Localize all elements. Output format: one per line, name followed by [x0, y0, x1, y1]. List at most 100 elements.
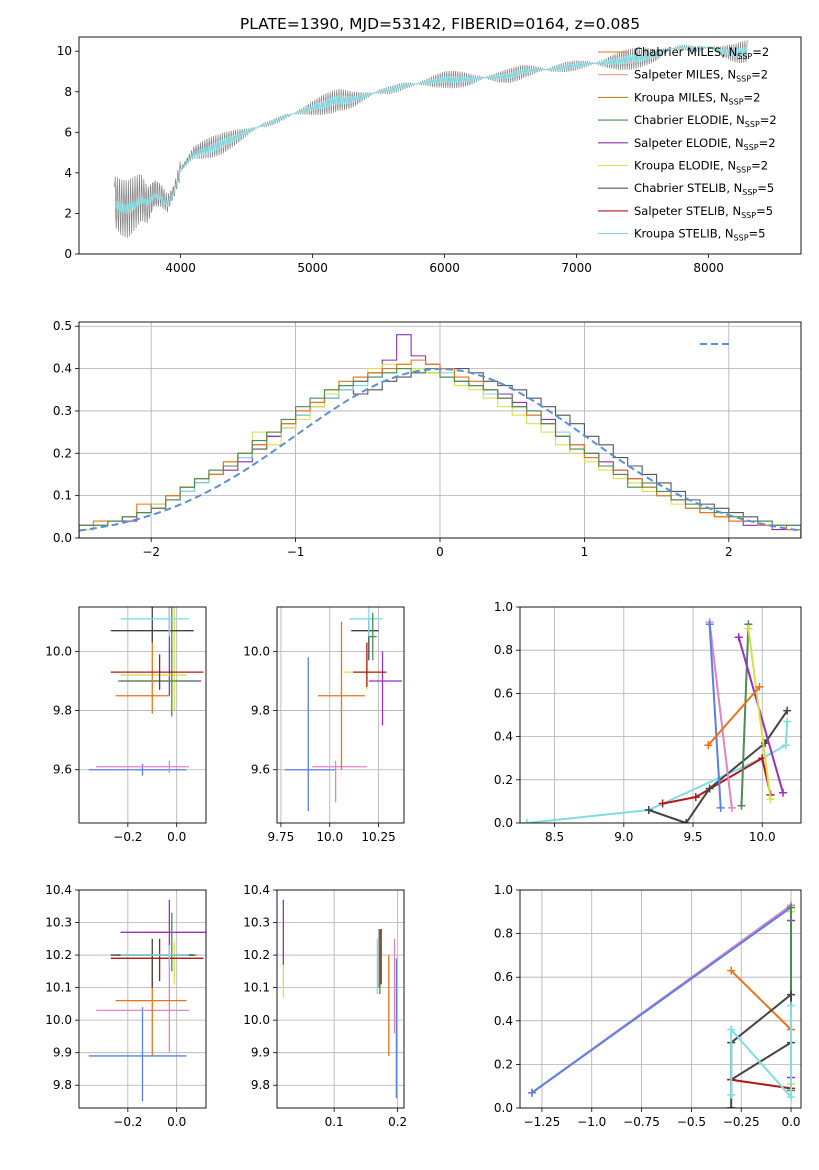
axes-frame [78, 36, 802, 255]
weight-line [737, 636, 784, 794]
panel-mass-vs-EBV: 0.1 0.2 9.8 9.9 10.0 10.1 10.2 10.3 10.4 [243, 883, 407, 1129]
y-tick-label: 9.8 [251, 1078, 270, 1092]
legend-label-sub: SSP [736, 166, 751, 175]
weight-marker [705, 784, 714, 793]
x-tick-label: 0.1 [325, 1115, 344, 1129]
x-tick-label: 9.75 [268, 830, 295, 844]
legend-label-n: =2 [744, 90, 761, 104]
y-tick-label: 0.4 [53, 362, 72, 376]
x-tick-label: 8.5 [545, 830, 564, 844]
weight-line [707, 686, 761, 746]
y-tick-label: 0.6 [494, 686, 513, 700]
figure-title: PLATE=1390, MJD=53142, FIBERID=0164, z=0… [240, 15, 640, 33]
x-tick-label: 0.0 [167, 830, 186, 844]
y-tick-label: 10.0 [243, 1013, 270, 1027]
weight-marker [787, 990, 796, 999]
panel-age-vs-mass: 9.75 10.0 10.25 9.6 9.8 10.0 [243, 606, 405, 844]
weight-marker [744, 624, 753, 633]
legend-label-main: Salpeter MILES, N [634, 68, 736, 82]
legend-label-main: Chabrier MILES, N [634, 45, 737, 59]
y-tick-label: 9.9 [53, 1046, 72, 1060]
y-tick-label: 2 [64, 206, 72, 220]
y-tick-label: 10.3 [45, 916, 72, 930]
legend-label-sub: SSP [737, 52, 752, 61]
x-tick-label: 2 [725, 545, 733, 559]
legend-label-sub: SSP [742, 188, 757, 197]
legend-label-sub: SSP [745, 120, 760, 129]
x-tick-label: 0.0 [167, 1115, 186, 1129]
y-tick-label: 1.0 [494, 883, 513, 897]
weight-marker [527, 1088, 536, 1097]
panel-mass-vs-Z: −0.2 0.0 9.8 9.9 10.0 10.1 10.2 10.3 10.4 [45, 883, 207, 1129]
legend-label-main: Kroupa MILES, N [634, 90, 729, 104]
x-tick-label: 1 [581, 545, 589, 559]
y-tick-label: 10.0 [45, 644, 72, 658]
y-tick-label: 0.8 [494, 643, 513, 657]
legend-label-main: Salpeter STELIB, N [634, 204, 741, 218]
y-tick-label: 0 [64, 247, 72, 261]
x-tick-label: 10.0 [749, 830, 776, 844]
axes-frame [519, 889, 802, 1109]
y-tick-label: 6 [64, 125, 72, 139]
legend-label-sub: SSP [744, 143, 759, 152]
weight-line [730, 992, 792, 1108]
weight-line [708, 621, 733, 809]
plot-area [79, 607, 206, 823]
legend-label-n: =5 [749, 227, 766, 241]
y-tick-label: 10.4 [45, 883, 72, 897]
y-tick-label: 8 [64, 85, 72, 99]
y-tick-label: 10.2 [243, 948, 270, 962]
y-tick-label: 0.6 [494, 970, 513, 984]
legend-label-main: Kroupa ELODIE, N [634, 159, 736, 173]
y-tick-label: 10.2 [45, 948, 72, 962]
panel-age-vs-Z: −0.2 0.0 9.6 9.8 10.0 [45, 606, 207, 844]
y-tick-label: 0.2 [53, 446, 72, 460]
weight-line [531, 906, 792, 1094]
legend-label: Salpeter MILES, NSSP=2 [634, 68, 768, 84]
axes-frame [276, 889, 405, 1109]
legend-label: Chabrier ELODIE, NSSP=2 [634, 113, 777, 129]
plot-area [520, 890, 801, 1108]
legend-label-sub: SSP [734, 234, 749, 243]
legend-label: Salpeter STELIB, NSSP=5 [634, 204, 773, 220]
x-tick-label: 9.0 [614, 830, 633, 844]
plot-area [79, 890, 206, 1108]
y-tick-label: 10.1 [45, 981, 72, 995]
x-tick-label: −0.2 [113, 1115, 142, 1129]
y-tick-label: 10 [57, 44, 72, 58]
weight-marker [704, 741, 713, 750]
weight-marker [755, 682, 764, 691]
legend-label: Salpeter ELODIE, NSSP=2 [634, 136, 776, 152]
x-tick-label: 10.0 [316, 830, 343, 844]
y-tick-label: 10.1 [243, 981, 270, 995]
weight-marker [783, 706, 792, 715]
legend-label: Kroupa MILES, NSSP=2 [634, 90, 760, 106]
x-tick-label: 7000 [561, 261, 592, 275]
legend-label-main: Chabrier ELODIE, N [634, 113, 745, 127]
weight-marker [779, 788, 788, 797]
weight-marker [727, 1104, 736, 1108]
y-tick-label: 0.0 [494, 1101, 513, 1115]
panel-mass-weight-vs-age: 8.5 9.0 9.5 10.0 0.0 0.2 0.4 0.6 0.8 1.0 [494, 600, 802, 844]
weight-marker [787, 1001, 796, 1010]
y-tick-label: 0.8 [494, 927, 513, 941]
y-tick-label: 10.4 [243, 883, 270, 897]
x-tick-label: 10.25 [361, 830, 395, 844]
weight-marker [737, 801, 746, 810]
x-tick-label: 0.0 [781, 1115, 800, 1129]
x-tick-label: −0.25 [723, 1115, 760, 1129]
weight-line [708, 624, 722, 808]
legend-label: Kroupa STELIB, NSSP=5 [634, 227, 765, 243]
legend-label: Kroupa ELODIE, NSSP=2 [634, 159, 768, 175]
plot-area [277, 607, 404, 823]
x-tick-label: 0.2 [388, 1115, 407, 1129]
y-tick-label: 9.9 [251, 1046, 270, 1060]
y-tick-label: 0.0 [53, 531, 72, 545]
axes-frame [78, 321, 802, 539]
weight-marker [727, 966, 736, 975]
weight-line [740, 624, 750, 806]
weight-line [730, 969, 792, 1031]
plot-area [79, 322, 801, 538]
